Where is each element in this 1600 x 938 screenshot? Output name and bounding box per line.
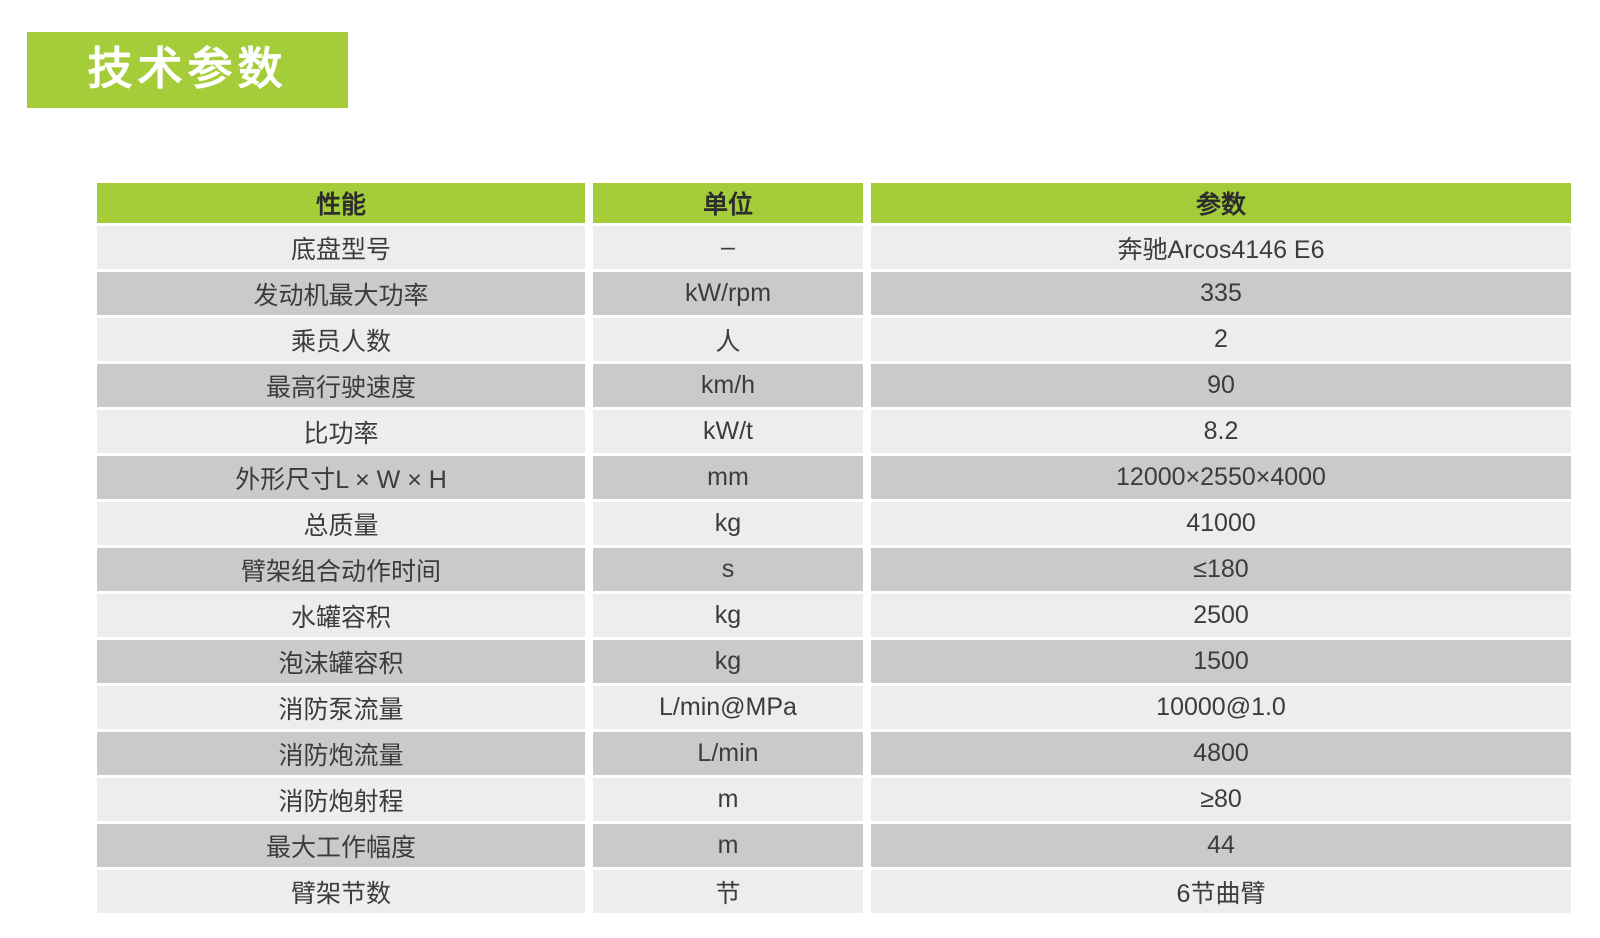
table-row: 最高行驶速度 km/h 90 xyxy=(97,364,1571,407)
spec-unit: kg xyxy=(593,640,863,683)
table-row: 底盘型号 – 奔驰Arcos4146 E6 xyxy=(97,226,1571,269)
table-row: 消防炮射程 m ≥80 xyxy=(97,778,1571,821)
spec-unit: 人 xyxy=(593,318,863,361)
header-cell-spec-property: 性能 xyxy=(97,183,585,223)
spec-property: 比功率 xyxy=(97,410,585,453)
spec-unit: kg xyxy=(593,502,863,545)
spec-property: 臂架节数 xyxy=(97,870,585,913)
spec-property: 底盘型号 xyxy=(97,226,585,269)
spec-property: 最大工作幅度 xyxy=(97,824,585,867)
table-body: 底盘型号 – 奔驰Arcos4146 E6 发动机最大功率 kW/rpm 335 乘员人数人… xyxy=(97,226,1571,913)
spec-property: 水罐容积 xyxy=(97,594,585,637)
spec-property: 发动机最大功率 xyxy=(97,272,585,315)
spec-value: 90 xyxy=(871,364,1571,407)
table-row: 乘员人数人 2 xyxy=(97,318,1571,361)
spec-value: 335 xyxy=(871,272,1571,315)
spec-unit: km/h xyxy=(593,364,863,407)
spec-property: 消防泵流量 xyxy=(97,686,585,729)
spec-value: 奔驰Arcos4146 E6 xyxy=(871,226,1571,269)
spec-value: 12000×2550×4000 xyxy=(871,456,1571,499)
spec-unit: kW/t xyxy=(593,410,863,453)
table-row: 臂架组合动作时间 s ≤180 xyxy=(97,548,1571,591)
table-row: 水罐容积 kg 2500 xyxy=(97,594,1571,637)
spec-property: 消防炮流量 xyxy=(97,732,585,775)
spec-value: 1500 xyxy=(871,640,1571,683)
spec-property: 臂架组合动作时间 xyxy=(97,548,585,591)
spec-unit: – xyxy=(593,226,863,269)
spec-property: 乘员人数 xyxy=(97,318,585,361)
section-title-box: 技术参数 xyxy=(27,32,348,108)
spec-table: 性能 单位 参数 底盘型号 – 奔驰Arcos4146 E6 发动机最大功率 kW/rpm 3… xyxy=(97,183,1571,916)
table-row: 消防炮流量 L/min 4800 xyxy=(97,732,1571,775)
spec-value: 8.2 xyxy=(871,410,1571,453)
spec-property: 最高行驶速度 xyxy=(97,364,585,407)
table-row: 发动机最大功率 kW/rpm 335 xyxy=(97,272,1571,315)
table-row: 总质量 kg 41000 xyxy=(97,502,1571,545)
spec-value: 6节曲臂 xyxy=(871,870,1571,913)
spec-unit: mm xyxy=(593,456,863,499)
spec-value: ≤180 xyxy=(871,548,1571,591)
spec-unit: m xyxy=(593,824,863,867)
spec-property: 外形尺寸L × W × H xyxy=(97,456,585,499)
table-row: 泡沫罐容积 kg 1500 xyxy=(97,640,1571,683)
table-row: 最大工作幅度 m 44 xyxy=(97,824,1571,867)
spec-property: 消防炮射程 xyxy=(97,778,585,821)
spec-property: 泡沫罐容积 xyxy=(97,640,585,683)
spec-unit: s xyxy=(593,548,863,591)
section-title: 技术参数 xyxy=(87,42,288,94)
spec-unit: kg xyxy=(593,594,863,637)
spec-value: 44 xyxy=(871,824,1571,867)
spec-value: 10000@1.0 xyxy=(871,686,1571,729)
spec-property: 总质量 xyxy=(97,502,585,545)
header-cell-spec-value: 参数 xyxy=(871,183,1571,223)
spec-value: 2500 xyxy=(871,594,1571,637)
spec-unit: L/min@MPa xyxy=(593,686,863,729)
spec-value: 4800 xyxy=(871,732,1571,775)
table-header-row: 性能 单位 参数 xyxy=(97,183,1571,223)
table-row: 消防泵流量 L/min@MPa 10000@1.0 xyxy=(97,686,1571,729)
header-cell-spec-unit: 单位 xyxy=(593,183,863,223)
spec-unit: 节 xyxy=(593,870,863,913)
spec-value: 41000 xyxy=(871,502,1571,545)
table-row: 比功率 kW/t 8.2 xyxy=(97,410,1571,453)
spec-unit: L/min xyxy=(593,732,863,775)
spec-unit: m xyxy=(593,778,863,821)
spec-unit: kW/rpm xyxy=(593,272,863,315)
table-row: 臂架节数节 6节曲臂 xyxy=(97,870,1571,913)
spec-value: 2 xyxy=(871,318,1571,361)
spec-value: ≥80 xyxy=(871,778,1571,821)
